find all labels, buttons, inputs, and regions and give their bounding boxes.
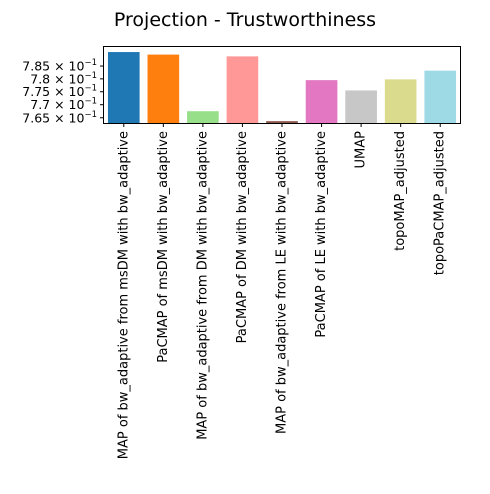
x-tick-label: topoMAP_adjusted [393,131,408,251]
x-tick-label: MAP of bw_adaptive from LE with bw_adapt… [275,131,290,434]
chart-title: Projection - Trustworthiness [114,9,376,31]
bar [345,90,377,123]
bar [107,52,140,124]
x-tick-label: topoPaCMAP_adjusted [433,131,448,275]
x-tick-label: PaCMAP of DM with bw_adaptive [235,131,250,343]
bars-group [107,52,457,124]
bar [147,54,180,123]
bar [384,79,417,123]
bar [305,80,338,123]
y-tick-label: 7.75 × 10−1 [22,84,97,100]
x-tick-label: MAP of bw_adaptive from DM with bw_adapt… [195,131,210,440]
y-tick-label: 7.65 × 10−1 [22,110,97,126]
bar [266,121,298,123]
y-tick-label: 7.85 × 10−1 [22,58,97,74]
x-tick-label: MAP of bw_adaptive from msDM with bw_ada… [116,131,131,459]
x-tick-label: PaCMAP of LE with bw_adaptive [314,131,329,338]
x-tick-label: PaCMAP of msDM with bw_adaptive [156,131,171,363]
bar [424,70,457,123]
x-axis: MAP of bw_adaptive from msDM with bw_ada… [116,123,448,459]
bar [187,111,219,123]
y-tick-label: 7.7 × 10−1 [30,97,97,113]
bar [226,56,259,123]
y-axis: 7.65 × 10−17.7 × 10−17.75 × 10−17.8 × 10… [22,58,104,125]
x-tick-label: UMAP [354,131,369,169]
y-tick-label: 7.8 × 10−1 [30,71,97,87]
